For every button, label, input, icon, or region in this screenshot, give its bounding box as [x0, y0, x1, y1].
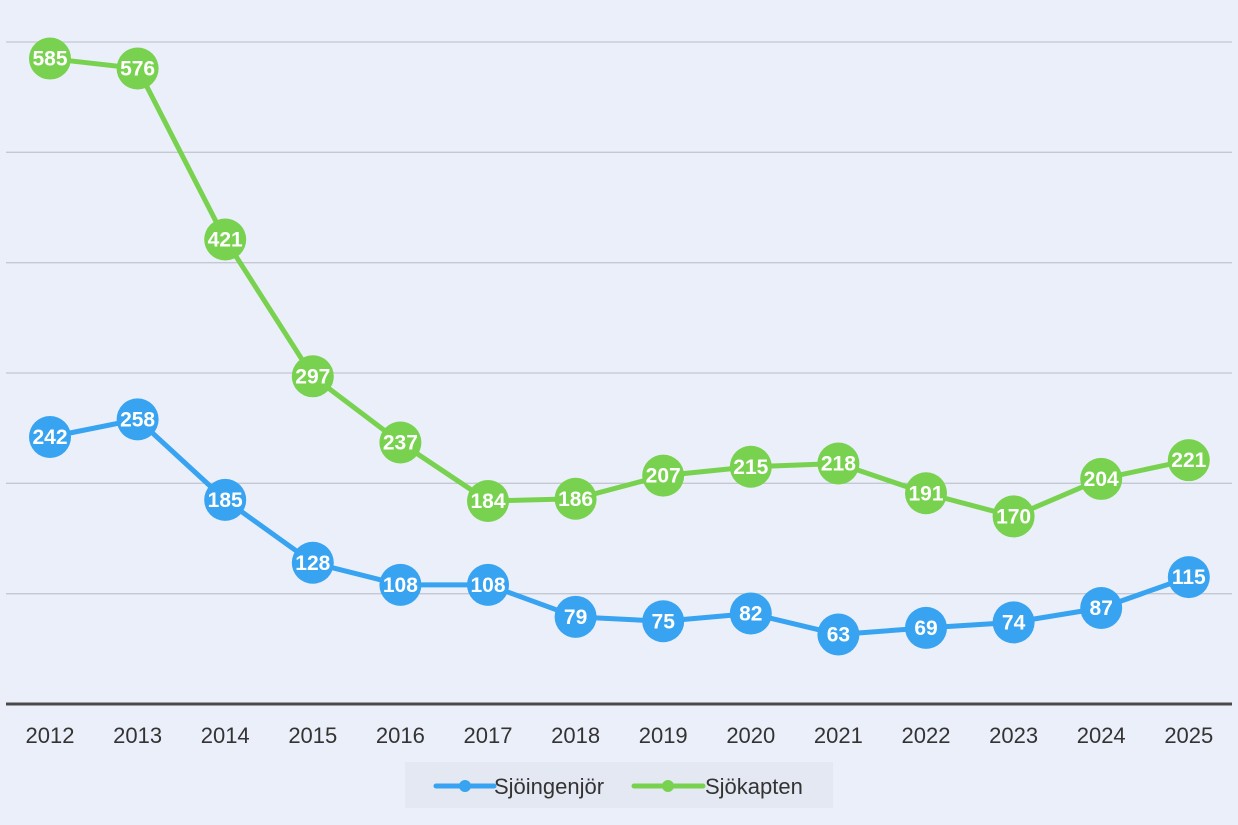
x-tick-label: 2023: [989, 723, 1038, 748]
x-tick-label: 2018: [551, 723, 600, 748]
data-point-marker: [29, 37, 71, 80]
data-label: 69: [914, 617, 937, 640]
data-label: 221: [1171, 449, 1206, 472]
data-label: 191: [908, 482, 943, 505]
data-label: 108: [383, 574, 418, 597]
data-label: 82: [739, 603, 762, 626]
data-label: 128: [295, 552, 330, 575]
data-point-marker: [291, 541, 334, 584]
data-point-marker: [729, 592, 772, 635]
data-label: 218: [821, 452, 856, 475]
x-tick-label: 2012: [26, 723, 75, 748]
data-point-marker: [992, 495, 1035, 538]
data-label: 297: [295, 365, 330, 388]
data-point-marker: [1080, 457, 1123, 500]
x-tick-label: 2025: [1164, 723, 1213, 748]
data-label: 421: [208, 228, 243, 251]
x-tick-label: 2016: [376, 723, 425, 748]
data-point-marker: [554, 477, 597, 520]
data-label: 237: [383, 432, 418, 455]
data-points: 242 258 185 128 108 108 79 75 82 63 69 74 87 115 585 57…: [29, 37, 1210, 656]
data-label: 185: [208, 489, 243, 512]
data-point-marker: [817, 442, 860, 485]
data-label: 115: [1172, 566, 1206, 589]
data-point-marker: [642, 454, 685, 497]
data-label: 576: [120, 57, 155, 80]
data-point-marker: [379, 563, 422, 606]
x-tick-label: 2024: [1077, 723, 1126, 748]
data-point-marker: [905, 472, 947, 515]
data-point-marker: [1080, 587, 1123, 630]
legend-label-sjokapten: Sjökapten: [705, 774, 803, 799]
data-label: 170: [996, 505, 1031, 528]
x-tick-label: 2019: [639, 723, 688, 748]
x-tick-label: 2020: [726, 723, 775, 748]
data-point-marker: [1167, 556, 1210, 599]
legend-marker-sjoingenjor: [459, 780, 471, 792]
x-tick-label: 2022: [902, 723, 951, 748]
data-label: 87: [1090, 597, 1113, 620]
data-point-marker: [29, 415, 71, 458]
legend-marker-sjokapten: [662, 780, 674, 792]
data-point-marker: [905, 606, 947, 649]
data-point-marker: [291, 355, 334, 398]
data-label: 75: [652, 610, 676, 633]
x-tick-label: 2017: [464, 723, 513, 748]
data-label: 74: [1002, 611, 1026, 634]
data-label: 108: [470, 574, 505, 597]
x-tick-label: 2015: [288, 723, 337, 748]
data-label: 79: [564, 606, 587, 629]
data-point-marker: [1167, 439, 1210, 482]
legend-label-sjoingenjor: Sjöingenjör: [494, 774, 604, 799]
data-point-marker: [554, 595, 597, 638]
data-point-marker: [116, 47, 159, 90]
data-label: 585: [32, 48, 67, 71]
legend: Sjöingenjör Sjökapten: [405, 762, 833, 808]
data-point-marker: [379, 421, 422, 464]
data-label: 204: [1084, 468, 1119, 491]
data-label: 63: [827, 623, 850, 646]
data-label: 258: [120, 408, 155, 431]
data-label: 242: [32, 426, 67, 449]
data-point-marker: [467, 479, 509, 522]
data-point-marker: [204, 478, 247, 521]
data-label: 215: [733, 456, 768, 479]
data-label: 184: [470, 490, 505, 513]
data-point-marker: [642, 600, 685, 643]
x-tick-label: 2013: [113, 723, 162, 748]
data-point-marker: [817, 613, 860, 656]
data-point-marker: [467, 563, 509, 606]
data-label: 186: [558, 488, 593, 511]
data-point-marker: [992, 601, 1035, 644]
data-point-marker: [204, 218, 247, 261]
data-label: 207: [646, 465, 681, 488]
x-axis-tick-labels: 2012 2013 2014 2015 2016 2017 2018 2019 2020 2021…: [26, 723, 1214, 748]
data-point-marker: [116, 398, 159, 441]
data-point-marker: [729, 445, 772, 488]
x-tick-label: 2021: [814, 723, 863, 748]
x-tick-label: 2014: [201, 723, 250, 748]
